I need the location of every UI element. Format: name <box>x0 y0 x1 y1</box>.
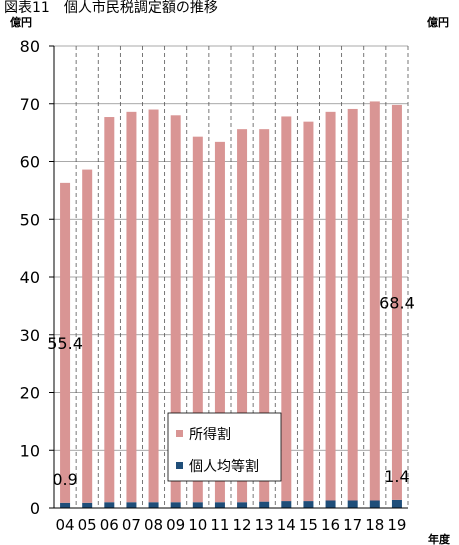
data-label: 55.4 <box>47 334 83 353</box>
x-axis-label: 年度 <box>428 532 451 545</box>
x-tick-label: 16 <box>321 516 340 534</box>
legend-box <box>167 412 282 482</box>
x-tick-label: 11 <box>210 516 229 534</box>
bar-kinto-09 <box>170 502 181 508</box>
bar-kinto-08 <box>148 502 159 508</box>
bar-shotokuwari-10 <box>192 136 203 503</box>
y-tick-label: 40 <box>20 268 40 287</box>
bar-shotokuwari-09 <box>170 115 181 503</box>
data-label: 1.4 <box>384 467 409 486</box>
x-tick-label: 15 <box>299 516 318 534</box>
y-tick-label: 60 <box>20 153 40 172</box>
y-tick-label: 70 <box>20 95 40 114</box>
bar-shotokuwari-11 <box>214 141 225 503</box>
bar-kinto-16 <box>325 500 336 508</box>
x-tick-label: 09 <box>166 516 185 534</box>
x-tick-label: 12 <box>233 516 252 534</box>
bar-kinto-07 <box>126 502 137 508</box>
x-tick-label: 17 <box>343 516 362 534</box>
y-axis-unit-left: 億円 <box>10 15 32 29</box>
legend-swatch-kinto <box>176 462 183 469</box>
data-labels: 55.4 0.9 68.4 1.4 <box>47 293 415 488</box>
bar-shotokuwari-18 <box>369 101 380 501</box>
bar-kinto-17 <box>347 500 358 508</box>
x-tick-labels: 04 05 06 07 08 09 10 11 12 13 14 15 16 17 18 19 <box>56 516 407 534</box>
bar-shotokuwari-07 <box>126 111 137 503</box>
bar-kinto-14 <box>281 501 292 508</box>
x-tick-label: 10 <box>188 516 207 534</box>
x-tick-label: 18 <box>365 516 384 534</box>
bar-shotokuwari-19 <box>391 104 402 500</box>
bar-kinto-13 <box>259 501 270 508</box>
y-tick-label: 30 <box>20 326 40 345</box>
bar-shotokuwari-14 <box>281 116 292 502</box>
axes <box>49 45 408 509</box>
y-tick-label: 80 <box>20 37 40 56</box>
legend-swatch-shotokuwari <box>176 430 183 437</box>
bar-shotokuwari-05 <box>82 169 93 503</box>
bar-kinto-05 <box>82 502 93 508</box>
y-tick-labels: 0 10 20 30 40 50 60 70 80 <box>20 37 40 518</box>
bar-kinto-11 <box>214 502 225 508</box>
bar-kinto-10 <box>192 502 203 508</box>
bar-kinto-19 <box>391 499 402 508</box>
legend-label-kinto: 個人均等割 <box>189 458 259 475</box>
y-tick-label: 20 <box>20 384 40 403</box>
x-tick-label: 05 <box>78 516 97 534</box>
bar-shotokuwari-13 <box>259 129 270 502</box>
data-label: 0.9 <box>52 470 77 489</box>
y-tick-label: 50 <box>20 210 40 229</box>
bar-shotokuwari-12 <box>237 129 248 503</box>
legend-label-shotokuwari: 所得割 <box>189 426 231 443</box>
legend: 所得割 個人均等割 <box>167 412 282 482</box>
x-tick-label: 14 <box>277 516 296 534</box>
x-tick-label: 08 <box>144 516 163 534</box>
y-tick-label: 0 <box>30 499 40 518</box>
bar-shotokuwari-04 <box>60 182 71 503</box>
x-tick-label: 13 <box>255 516 274 534</box>
x-tick-label: 19 <box>387 516 406 534</box>
bar-kinto-04 <box>60 502 71 508</box>
bar-kinto-06 <box>104 502 115 508</box>
bars <box>60 101 402 508</box>
y-axis-unit-right: 億円 <box>427 15 449 29</box>
bar-shotokuwari-16 <box>325 111 336 501</box>
x-tick-label: 07 <box>122 516 141 534</box>
bar-kinto-15 <box>303 501 314 508</box>
bar-kinto-12 <box>237 502 248 508</box>
bar-kinto-18 <box>369 500 380 508</box>
bar-shotokuwari-06 <box>104 117 115 503</box>
bar-shotokuwari-08 <box>148 109 159 503</box>
x-tick-label: 06 <box>100 516 119 534</box>
chart-title: 図表11 個人市民税調定額の推移 <box>4 0 218 16</box>
data-label: 68.4 <box>379 293 415 312</box>
y-tick-label: 10 <box>20 441 40 460</box>
x-tick-label: 04 <box>56 516 75 534</box>
bar-shotokuwari-17 <box>347 108 358 501</box>
bar-shotokuwari-15 <box>303 121 314 502</box>
